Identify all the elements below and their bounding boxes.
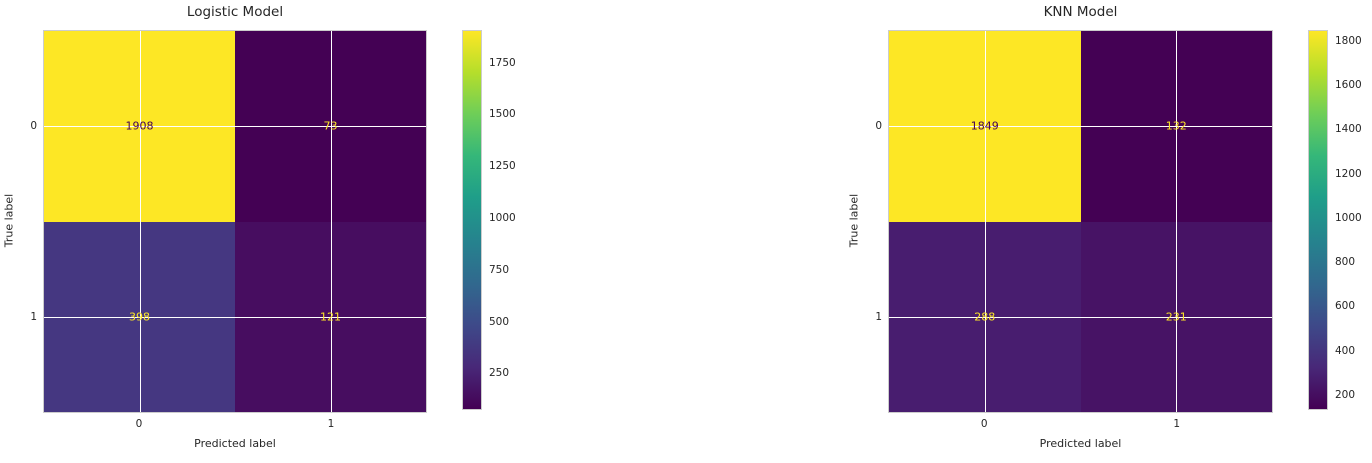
gridline-vertical xyxy=(1176,31,1178,412)
colorbar-tick-label: 750 xyxy=(489,263,510,276)
colorbar-tick-label: 1800 xyxy=(1335,34,1362,47)
chart-title: KNN Model xyxy=(1043,4,1118,20)
colorbar xyxy=(462,30,482,410)
cell-value-r0c0: 1849 xyxy=(970,119,999,133)
y-axis-label: True label xyxy=(847,193,861,247)
cell-value-r1c1: 121 xyxy=(320,310,341,324)
colorbar-tick-label: 1400 xyxy=(1335,123,1362,136)
gridline-horizontal xyxy=(44,316,426,318)
cell-value-r1c1: 231 xyxy=(1165,310,1187,324)
gridline-horizontal xyxy=(889,316,1272,318)
y-tick-label: 1 xyxy=(30,311,37,324)
y-tick-label: 0 xyxy=(875,119,882,132)
colorbar-tick-label: 1000 xyxy=(1335,211,1362,224)
cell-value-r0c1: 132 xyxy=(1165,119,1187,133)
cell-value-r0c1: 73 xyxy=(323,119,338,133)
colorbar-tick-label: 1200 xyxy=(1335,167,1362,180)
y-axis-label: True label xyxy=(2,193,16,247)
cell-value-r1c0: 398 xyxy=(129,310,150,324)
gridline-vertical xyxy=(330,31,332,412)
colorbar-tick-label: 600 xyxy=(1335,300,1356,313)
gridline-horizontal xyxy=(889,126,1272,128)
gridline-vertical xyxy=(984,31,986,412)
colorbar-tick-label: 200 xyxy=(1335,388,1356,401)
colorbar-tick-label: 1600 xyxy=(1335,79,1362,92)
colorbar-tick-label: 500 xyxy=(489,315,510,328)
colorbar-tick-label: 1500 xyxy=(489,108,516,121)
gridline-horizontal xyxy=(44,126,426,128)
x-axis-label: Predicted label xyxy=(194,437,276,450)
colorbar-tick-label: 400 xyxy=(1335,344,1356,357)
x-tick-label: 1 xyxy=(327,418,335,430)
colorbar-tick-label: 1000 xyxy=(489,212,516,225)
x-tick-label: 0 xyxy=(135,418,143,430)
cell-value-r0c0: 1908 xyxy=(125,119,154,133)
chart-title: Logistic Model xyxy=(186,4,284,20)
colorbar-tick-label: 800 xyxy=(1335,256,1356,269)
colorbar-tick-label: 250 xyxy=(489,367,510,380)
x-tick-label: 0 xyxy=(980,418,988,430)
gridline-vertical xyxy=(139,31,141,412)
colorbar-tick-label: 1750 xyxy=(489,56,516,69)
colorbar-tick-label: 1250 xyxy=(489,160,516,173)
cell-value-r1c0: 288 xyxy=(974,310,996,324)
y-tick-label: 0 xyxy=(30,119,37,132)
y-tick-label: 1 xyxy=(875,311,882,324)
x-tick-label: 1 xyxy=(1173,418,1181,430)
x-axis-label: Predicted label xyxy=(1039,437,1122,450)
colorbar xyxy=(1308,30,1328,410)
heatmap-plot-area: 1849 132 288 231 xyxy=(888,30,1273,413)
heatmap-plot-area: 1908 73 398 121 xyxy=(43,30,427,413)
